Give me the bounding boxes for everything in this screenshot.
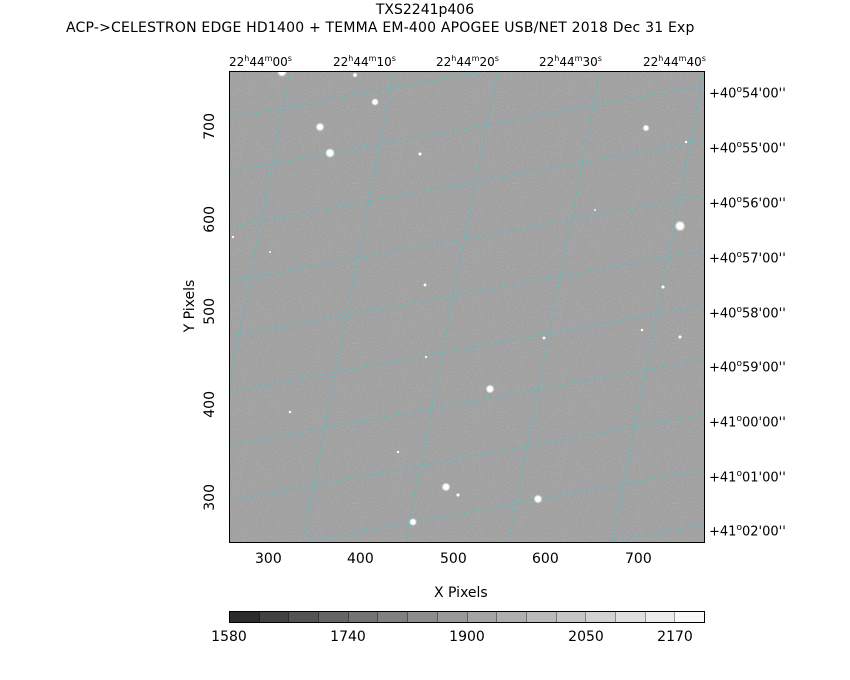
colorbar-segment bbox=[675, 612, 704, 622]
colorbar-segment bbox=[437, 612, 468, 622]
star bbox=[288, 410, 292, 414]
star bbox=[678, 335, 682, 339]
grid-line bbox=[299, 468, 704, 542]
star bbox=[277, 72, 287, 77]
colorbar-segment bbox=[645, 612, 676, 622]
colorbar-segment bbox=[526, 612, 557, 622]
grid-line bbox=[230, 84, 704, 172]
dec-tick-9: +41o02'00'' bbox=[709, 523, 786, 540]
ra-tick-3: 22h44m20s bbox=[436, 54, 499, 69]
grid-line bbox=[301, 72, 395, 542]
stars bbox=[231, 72, 688, 526]
x-tick-400: 400 bbox=[347, 551, 374, 567]
colorbar-segment bbox=[230, 612, 260, 622]
star bbox=[533, 494, 543, 504]
y-tick-700: 700 bbox=[202, 113, 218, 140]
colorbar-segment bbox=[615, 612, 646, 622]
colorbar-label-2: 1740 bbox=[330, 629, 366, 645]
grid-line bbox=[230, 358, 704, 446]
grid-line bbox=[404, 72, 498, 542]
star bbox=[661, 285, 665, 289]
star bbox=[352, 72, 358, 78]
grid-line bbox=[230, 139, 704, 227]
x-tick-700: 700 bbox=[625, 551, 652, 567]
y-tick-600: 600 bbox=[202, 206, 218, 233]
colorbar-segment bbox=[497, 612, 527, 622]
dec-tick-7: +41o00'00'' bbox=[709, 414, 786, 431]
ra-tick-4: 22h44m30s bbox=[539, 54, 602, 69]
colorbar-segment bbox=[378, 612, 409, 622]
x-tick-600: 600 bbox=[532, 551, 559, 567]
grid-line bbox=[230, 194, 704, 282]
dec-tick-8: +41o01'00'' bbox=[709, 469, 786, 486]
colorbar-segment bbox=[319, 612, 349, 622]
colorbar-segment bbox=[289, 612, 320, 622]
x-tick-500: 500 bbox=[440, 551, 467, 567]
dec-tick-2: +40o55'00'' bbox=[709, 140, 786, 157]
star bbox=[231, 235, 235, 239]
colorbar-label-1: 1580 bbox=[211, 629, 247, 645]
dec-tick-3: +40o56'00'' bbox=[709, 195, 786, 212]
star bbox=[418, 152, 422, 156]
star bbox=[409, 518, 417, 526]
grid-line bbox=[230, 304, 704, 392]
star bbox=[268, 250, 272, 254]
star bbox=[424, 355, 428, 359]
star bbox=[674, 220, 686, 232]
star bbox=[371, 98, 379, 106]
colorbar-label-4: 2050 bbox=[568, 629, 604, 645]
y-tick-300: 300 bbox=[202, 484, 218, 511]
dec-tick-1: +40o54'00'' bbox=[709, 85, 786, 102]
y-tick-400: 400 bbox=[202, 391, 218, 418]
sky-noise bbox=[230, 72, 704, 542]
colorbar-segment bbox=[408, 612, 438, 622]
colorbar-segment bbox=[259, 612, 290, 622]
grid-line bbox=[611, 72, 704, 542]
star bbox=[640, 328, 644, 332]
star bbox=[441, 482, 451, 492]
star bbox=[642, 124, 650, 132]
colorbar-label-5: 2170 bbox=[657, 629, 693, 645]
ra-tick-2: 22h44m10s bbox=[333, 54, 396, 69]
grid-line bbox=[507, 72, 601, 542]
dec-tick-4: +40o57'00'' bbox=[709, 250, 786, 267]
x-axis-title: X Pixels bbox=[434, 585, 488, 601]
star bbox=[456, 493, 460, 497]
image-title: TXS2241p406 bbox=[375, 2, 475, 18]
y-tick-500: 500 bbox=[202, 298, 218, 325]
x-tick-300: 300 bbox=[255, 551, 282, 567]
star bbox=[396, 450, 400, 454]
star bbox=[485, 384, 495, 394]
sky-image bbox=[229, 71, 705, 543]
grid-line bbox=[230, 249, 704, 337]
y-axis-title: Y Pixels bbox=[182, 279, 198, 333]
coordinate-grid bbox=[230, 72, 704, 542]
star bbox=[542, 336, 546, 340]
colorbar bbox=[229, 611, 705, 623]
grid-line bbox=[230, 413, 704, 501]
colorbar-segment bbox=[556, 612, 587, 622]
observation-subtitle: ACP->CELESTRON EDGE HD1400 + TEMMA EM-40… bbox=[66, 20, 695, 36]
colorbar-segment bbox=[586, 612, 616, 622]
star bbox=[593, 208, 597, 212]
ra-tick-5: 22h44m40s bbox=[643, 54, 706, 69]
star bbox=[684, 140, 688, 144]
dec-tick-5: +40o58'00'' bbox=[709, 305, 786, 322]
ra-tick-1: 22h44m00s bbox=[229, 54, 292, 69]
grid-line bbox=[230, 72, 482, 118]
colorbar-segment bbox=[467, 612, 498, 622]
star bbox=[325, 148, 335, 158]
colorbar-segment bbox=[348, 612, 379, 622]
dec-tick-6: +40o59'00'' bbox=[709, 359, 786, 376]
colorbar-label-3: 1900 bbox=[449, 629, 485, 645]
star bbox=[315, 122, 325, 132]
star bbox=[423, 283, 427, 287]
grid-line bbox=[602, 523, 704, 542]
